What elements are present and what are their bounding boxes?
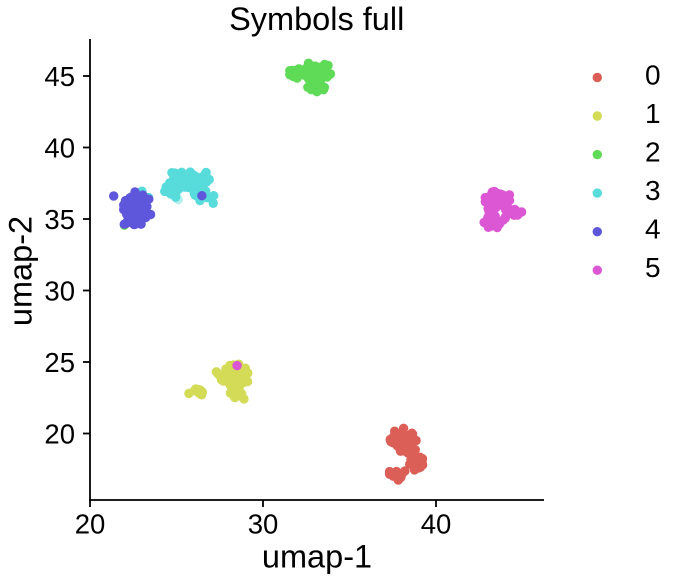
svg-text:45: 45 bbox=[44, 61, 75, 92]
svg-text:umap-2: umap-2 bbox=[3, 216, 39, 326]
svg-text:35: 35 bbox=[44, 204, 75, 235]
svg-text:umap-1: umap-1 bbox=[262, 539, 372, 575]
svg-text:20: 20 bbox=[75, 509, 106, 540]
svg-text:40: 40 bbox=[44, 132, 75, 163]
svg-text:30: 30 bbox=[44, 275, 75, 306]
svg-text:40: 40 bbox=[421, 509, 452, 540]
svg-text:4: 4 bbox=[645, 214, 661, 245]
svg-text:30: 30 bbox=[248, 509, 279, 540]
svg-text:Symbols full: Symbols full bbox=[229, 1, 404, 37]
svg-text:25: 25 bbox=[44, 347, 75, 378]
svg-text:5: 5 bbox=[645, 252, 661, 283]
svg-text:2: 2 bbox=[645, 137, 661, 168]
svg-text:0: 0 bbox=[645, 59, 661, 90]
svg-text:20: 20 bbox=[44, 418, 75, 449]
svg-text:1: 1 bbox=[645, 98, 661, 129]
svg-text:3: 3 bbox=[645, 175, 661, 206]
